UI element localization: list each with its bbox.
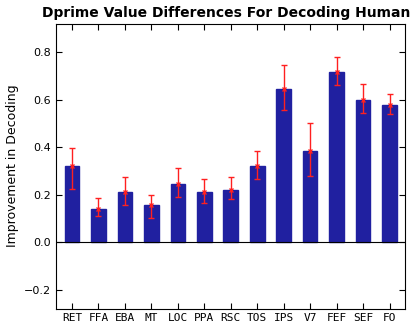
Bar: [329, 72, 344, 242]
Title: Dprime Value Differences For Decoding Humans: Dprime Value Differences For Decoding Hu…: [42, 6, 411, 19]
Bar: [250, 166, 265, 242]
Bar: [303, 151, 317, 242]
Bar: [224, 190, 238, 242]
Bar: [382, 105, 397, 242]
Bar: [277, 89, 291, 242]
Bar: [144, 205, 159, 242]
Bar: [171, 184, 185, 242]
Bar: [197, 192, 212, 242]
Bar: [356, 99, 370, 242]
Y-axis label: Improvement in Decoding: Improvement in Decoding: [6, 85, 18, 247]
Bar: [91, 209, 106, 242]
Bar: [65, 166, 79, 242]
Bar: [118, 192, 132, 242]
